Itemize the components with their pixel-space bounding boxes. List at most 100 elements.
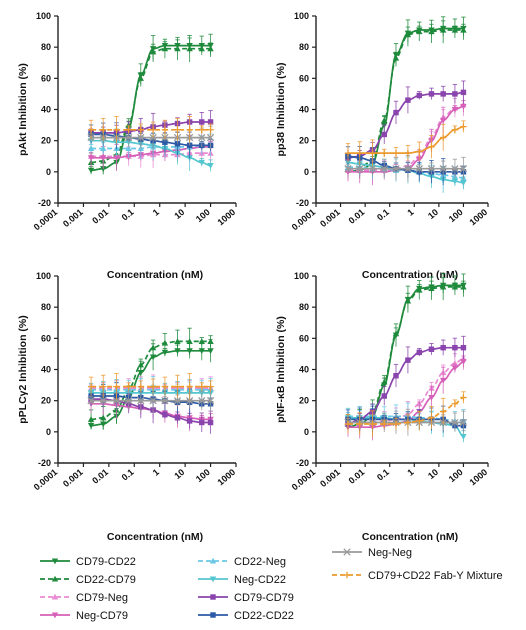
series-cd22-cd79 — [87, 327, 214, 430]
data-point — [161, 339, 169, 346]
data-point — [451, 106, 459, 113]
y-tick-label: 0 — [46, 167, 51, 177]
legend-item-cd22-neg: CD22-Neg — [198, 556, 286, 568]
data-point — [439, 117, 447, 124]
data-point — [428, 91, 435, 97]
legend-label: CD22-Neg — [234, 556, 286, 568]
data-point — [207, 126, 214, 133]
x-tick-label: 0.1 — [375, 467, 391, 483]
data-point — [137, 133, 145, 142]
data-point — [381, 131, 387, 138]
series-line — [347, 284, 464, 429]
x-tick-label: 1 — [405, 467, 415, 478]
data-point — [369, 149, 376, 157]
x-tick-label: 100 — [447, 207, 465, 224]
x-tick-label: 0.01 — [90, 207, 110, 226]
data-point — [460, 26, 467, 33]
data-point — [428, 285, 435, 292]
data-point — [460, 180, 467, 186]
series-line — [347, 286, 464, 425]
y-axis-title: pNF-κB Inhibition (%) — [275, 316, 287, 423]
data-point — [460, 344, 467, 351]
data-point — [198, 45, 205, 52]
data-point — [416, 28, 423, 35]
y-tick-label: 40 — [41, 105, 51, 115]
data-point — [100, 414, 107, 421]
x-tick-label: 1 — [151, 207, 161, 218]
legend-item-cd79-cd22: CD79-CD22 — [40, 556, 136, 568]
data-point — [451, 26, 459, 33]
data-point — [439, 283, 447, 290]
data-point — [174, 126, 181, 133]
legend-item-cd79-neg: CD79-Neg — [40, 592, 128, 604]
data-point — [162, 139, 168, 145]
legend-item-neg-neg: Neg-Neg — [332, 547, 412, 559]
x-tick-label: 10 — [172, 207, 186, 221]
legend-label: CD79-Neg — [76, 592, 128, 604]
data-point — [428, 28, 435, 35]
series-cd79-cd79 — [345, 335, 467, 428]
y-tick-label: -20 — [38, 458, 51, 468]
x-tick-label: 0.0001 — [290, 467, 318, 492]
legend-item-cd22-cd79: CD22-CD79 — [40, 574, 136, 586]
data-point — [186, 142, 193, 149]
data-point — [207, 119, 214, 125]
data-point — [439, 134, 447, 141]
data-point — [125, 126, 132, 133]
data-point — [381, 117, 388, 123]
data-point — [149, 354, 157, 361]
x-tick-label: 10 — [172, 467, 186, 481]
y-tick-label: 80 — [299, 42, 309, 52]
data-point — [451, 283, 459, 290]
data-point — [416, 417, 423, 425]
legend-marker — [210, 594, 216, 600]
data-point — [460, 394, 467, 401]
data-point — [459, 418, 468, 427]
data-point — [161, 383, 169, 390]
data-point — [161, 126, 169, 133]
data-point — [381, 420, 388, 428]
data-point — [137, 383, 144, 390]
data-point — [124, 397, 133, 405]
data-point — [149, 383, 157, 390]
data-point — [404, 149, 412, 157]
data-point — [149, 133, 157, 142]
data-point — [198, 397, 206, 405]
data-point — [87, 126, 95, 133]
data-point — [416, 148, 423, 155]
data-point — [404, 165, 412, 173]
x-tick-label: 0.001 — [61, 207, 85, 229]
x-axis-title: Concentration (nM) — [107, 531, 203, 543]
data-point — [113, 155, 120, 162]
data-point — [174, 338, 181, 345]
data-point — [451, 126, 459, 133]
legend-label: CD22-CD22 — [234, 610, 294, 622]
y-tick-label: 60 — [299, 333, 309, 343]
data-point — [149, 48, 157, 55]
y-tick-label: -20 — [296, 198, 309, 208]
data-point — [451, 365, 459, 372]
x-tick-label: 100 — [194, 467, 212, 484]
data-point — [186, 383, 193, 390]
x-tick-label: 0.001 — [318, 207, 342, 229]
data-point — [162, 411, 168, 418]
data-point — [416, 286, 423, 293]
y-axis-title: pAkt Inhibition (%) — [17, 63, 29, 156]
y-axis-title: pPLCγ2 Inhibition (%) — [17, 315, 29, 424]
data-point — [100, 126, 107, 133]
data-point — [198, 338, 205, 345]
data-point — [137, 397, 145, 405]
series-cd79-cd22-fab-y-mixture — [344, 120, 467, 167]
data-point — [198, 159, 205, 166]
data-point — [87, 416, 95, 422]
y-tick-label: 80 — [41, 42, 51, 52]
data-point — [161, 349, 169, 356]
series-cd79-cd22 — [344, 16, 467, 177]
data-point — [405, 357, 411, 363]
series-cd79-cd22-fab-y-mixture — [87, 372, 214, 400]
y-tick-label: -20 — [38, 198, 51, 208]
series-cd79-cd79 — [345, 80, 467, 163]
data-point — [87, 397, 95, 405]
